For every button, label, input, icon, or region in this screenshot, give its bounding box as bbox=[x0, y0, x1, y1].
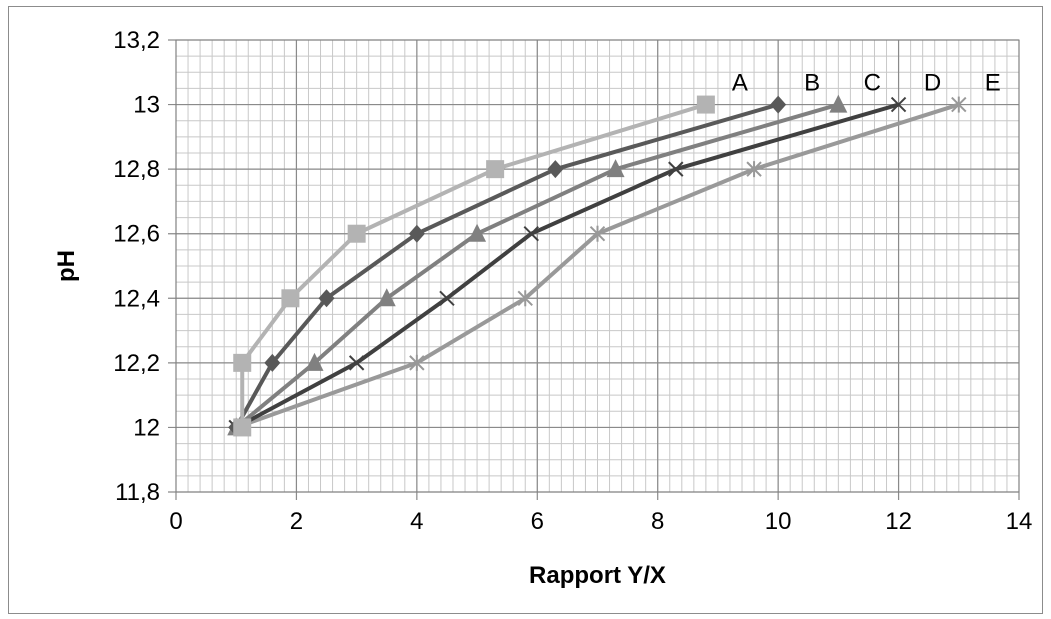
series-end-labels: A B C D E bbox=[732, 70, 1001, 97]
data-point bbox=[517, 290, 533, 307]
series-label-c: C bbox=[864, 70, 881, 97]
data-point bbox=[348, 355, 365, 371]
y-tick-label: 12,8 bbox=[113, 156, 160, 183]
data-point bbox=[305, 352, 324, 371]
data-point bbox=[547, 160, 564, 179]
series-label-a: A bbox=[732, 70, 748, 97]
data-point bbox=[281, 289, 300, 308]
series-label-b: B bbox=[804, 70, 820, 97]
series-line bbox=[234, 102, 839, 429]
y-tick-label: 13,2 bbox=[113, 27, 160, 54]
series-line bbox=[235, 102, 900, 430]
data-point bbox=[318, 289, 335, 308]
data-point bbox=[606, 159, 625, 178]
y-tick-label: 12,6 bbox=[113, 221, 160, 248]
x-tick-label: 2 bbox=[290, 508, 303, 535]
series-label-e: E bbox=[985, 70, 1001, 97]
series-line bbox=[234, 102, 779, 429]
y-tick-label: 12,4 bbox=[113, 285, 160, 312]
x-tick-label: 14 bbox=[1006, 508, 1033, 535]
y-axis-title: pH bbox=[53, 250, 80, 282]
data-point bbox=[233, 418, 252, 437]
data-point bbox=[829, 94, 848, 113]
y-tick-label: 12 bbox=[133, 414, 160, 441]
y-tick-label: 12,2 bbox=[113, 350, 160, 377]
x-tick-label: 4 bbox=[410, 508, 423, 535]
data-point bbox=[409, 354, 425, 371]
x-tick-label: 6 bbox=[531, 508, 544, 535]
series-a bbox=[233, 95, 715, 437]
data-point bbox=[589, 225, 606, 242]
data-point bbox=[347, 224, 366, 243]
series-label-d: D bbox=[924, 70, 941, 97]
data-point bbox=[523, 226, 539, 242]
x-axis-tick-labels: 0 2 4 6 8 10 12 14 bbox=[169, 508, 1032, 535]
series-layer bbox=[227, 94, 967, 437]
x-axis-title: Rapport Y/X bbox=[529, 562, 666, 589]
data-point bbox=[696, 95, 715, 114]
data-point bbox=[377, 288, 396, 307]
plot-area-border bbox=[175, 39, 1020, 493]
series-line bbox=[240, 102, 707, 428]
data-point bbox=[770, 95, 787, 114]
data-point bbox=[890, 96, 907, 113]
major-gridlines bbox=[168, 39, 1020, 500]
data-point bbox=[486, 160, 505, 179]
data-point bbox=[439, 290, 455, 306]
x-tick-label: 0 bbox=[169, 508, 182, 535]
x-tick-label: 10 bbox=[765, 508, 792, 535]
y-tick-label: 11,8 bbox=[115, 479, 160, 506]
y-axis-tick-labels: 11,8 12 12,2 12,4 12,6 12,8 13 13,2 bbox=[113, 27, 160, 506]
y-tick-label: 13 bbox=[133, 92, 160, 119]
data-point bbox=[233, 353, 252, 372]
data-point bbox=[408, 224, 425, 243]
series-line bbox=[235, 102, 960, 430]
x-tick-label: 8 bbox=[651, 508, 664, 535]
data-point bbox=[951, 96, 967, 113]
data-point bbox=[264, 353, 281, 372]
data-point bbox=[746, 161, 762, 178]
data-point bbox=[468, 223, 487, 242]
x-tick-label: 12 bbox=[885, 508, 912, 535]
series-c bbox=[227, 94, 848, 436]
data-point bbox=[668, 161, 684, 177]
